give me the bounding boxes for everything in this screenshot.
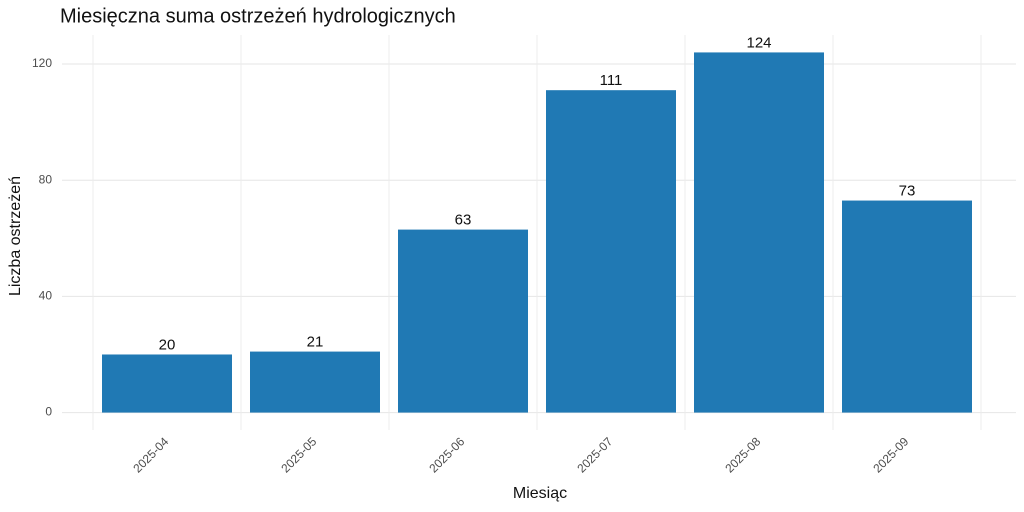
- y-tick-label: 120: [32, 56, 52, 70]
- y-tick-label: 80: [39, 172, 53, 186]
- value-label: 73: [899, 183, 916, 200]
- value-label: 21: [307, 334, 324, 351]
- x-tick-label: 2025-07: [574, 434, 615, 475]
- x-tick-label: 2025-09: [870, 434, 911, 475]
- value-label: 111: [600, 72, 623, 89]
- bar: [546, 90, 676, 413]
- y-axis-label: Liczba ostrzeżeń: [7, 176, 24, 296]
- bar: [694, 52, 824, 413]
- value-label: 124: [746, 34, 771, 51]
- x-axis-label: Miesiąc: [513, 485, 567, 502]
- x-tick-label: 2025-06: [426, 434, 467, 475]
- y-tick-label: 0: [45, 405, 52, 419]
- bar: [102, 354, 232, 413]
- value-label: 20: [159, 336, 176, 353]
- x-tick-label: 2025-05: [278, 434, 319, 475]
- x-tick-label: 2025-04: [130, 434, 171, 475]
- bar: [250, 351, 380, 413]
- chart-title: Miesięczna suma ostrzeżeń hydrologicznyc…: [60, 5, 456, 27]
- bar: [398, 229, 528, 413]
- x-tick-label: 2025-08: [722, 434, 763, 475]
- y-tick-label: 40: [39, 289, 53, 303]
- bar: [842, 200, 972, 413]
- value-label: 63: [455, 212, 472, 229]
